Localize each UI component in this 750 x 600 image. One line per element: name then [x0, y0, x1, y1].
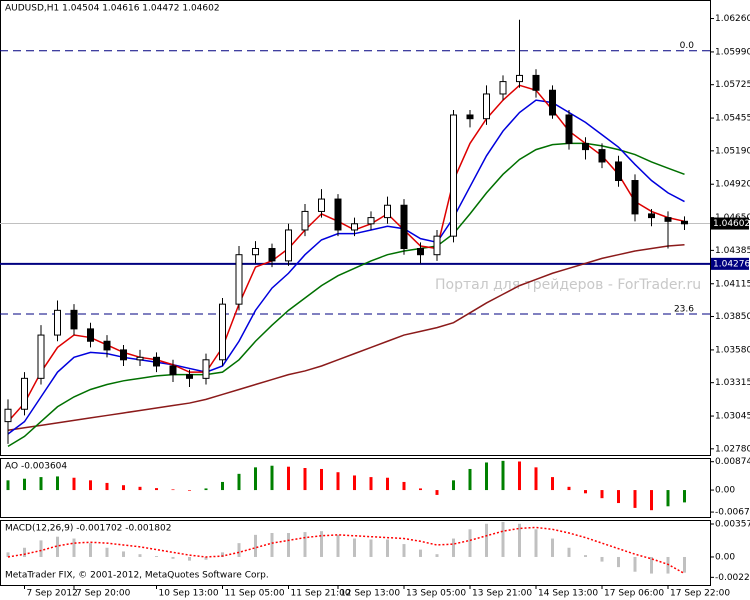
x-tick-label: 11 Sep 21:00	[291, 589, 351, 599]
candle-body	[648, 213, 655, 219]
x-tick-label: 10 Sep 13:00	[159, 589, 219, 599]
x-tick-label: 13 Sep 21:00	[472, 589, 532, 599]
candle-body	[384, 204, 391, 219]
candle-body	[681, 220, 688, 225]
candle-body	[87, 328, 94, 342]
x-tick-label: 12 Sep 13:00	[340, 589, 400, 599]
level-label: 0.0	[680, 41, 695, 51]
price-tag	[711, 217, 749, 230]
candle-body	[21, 377, 28, 410]
candle-body	[598, 149, 606, 163]
candle-body	[37, 334, 45, 379]
candle-body	[318, 198, 325, 212]
candle-body	[285, 229, 292, 262]
candle-body	[400, 204, 408, 250]
candle-body	[301, 210, 309, 231]
candle-body	[54, 309, 61, 336]
candle-body	[219, 303, 226, 361]
y-tick-label: 0.00	[715, 552, 735, 562]
candle-body	[516, 74, 523, 83]
y-tick-label: 1.02780	[715, 444, 750, 454]
x-tick-label: 13 Sep 05:00	[406, 589, 466, 599]
y-tick-label: 1.03315	[715, 378, 750, 388]
watermark: Портал для трейдеров - ForTrader.ru	[435, 277, 701, 293]
panel-frame	[0, 0, 711, 456]
price-tag	[711, 257, 749, 270]
y-tick-label: -0.00678	[715, 508, 750, 518]
y-tick-label: 1.05190	[715, 146, 750, 156]
y-tick-label: 1.06260	[715, 14, 750, 24]
moving-average	[7, 244, 685, 432]
panel-title: AUDUSD,H1 1.04504 1.04616 1.04472 1.0460…	[5, 4, 220, 14]
y-tick-label: -0.00221	[715, 573, 750, 583]
candle-body	[153, 356, 160, 367]
candle-body	[268, 248, 276, 262]
y-tick-label: 1.04115	[715, 279, 750, 289]
candle-body	[483, 93, 490, 120]
candle-body	[252, 248, 259, 256]
candle-body	[169, 365, 177, 376]
y-tick-label: 1.03580	[715, 345, 750, 355]
candle-body	[334, 198, 342, 231]
candle-body	[186, 374, 193, 379]
candle-body	[450, 114, 457, 237]
y-tick-label: 1.05990	[715, 47, 750, 57]
x-tick-label: 17 Sep 22:00	[670, 589, 730, 599]
x-tick-label: 7 Sep 2012	[27, 589, 78, 599]
candle-body	[417, 248, 424, 256]
candle-body	[367, 217, 375, 225]
candle-body	[466, 114, 474, 120]
panel-title: MACD(12,26,9) -0.001702 -0.001802	[5, 524, 171, 534]
y-tick-label: 1.05455	[715, 114, 750, 124]
candle-body	[136, 356, 144, 361]
candle-body	[351, 223, 358, 231]
candle-body	[103, 340, 111, 351]
candle-body	[4, 408, 12, 423]
candle-body	[615, 161, 622, 182]
candle-body	[70, 309, 78, 330]
y-tick-label: 1.03045	[715, 412, 750, 422]
y-tick-label: 1.04920	[715, 180, 750, 190]
y-tick-label: 0.00	[715, 486, 735, 496]
x-tick-label: 17 Sep 06:00	[604, 589, 664, 599]
panel-title: AO -0.003604	[5, 462, 67, 472]
candle-body	[202, 359, 210, 379]
level-label: 23.6	[674, 305, 694, 315]
candle-body	[565, 114, 573, 144]
y-tick-label: 0.003577	[715, 519, 750, 529]
candle-body	[549, 89, 556, 116]
y-tick-label: 1.04385	[715, 246, 750, 256]
candle-body	[582, 142, 589, 151]
y-tick-label: 0.008741	[715, 457, 750, 467]
candle-body	[532, 74, 540, 91]
x-tick-label: 7 Sep 20:00	[76, 589, 131, 599]
price-tag-label: 1.04276	[713, 259, 750, 269]
candle-body	[664, 217, 672, 222]
price-tag-label: 1.04602	[713, 219, 750, 229]
candle-body	[235, 254, 243, 305]
panel-frame	[0, 458, 711, 518]
candle-body	[433, 235, 441, 256]
y-tick-label: 1.05725	[715, 80, 750, 90]
panel-frame	[0, 520, 711, 586]
candle-body	[120, 349, 127, 361]
x-tick-label: 11 Sep 05:00	[225, 589, 285, 599]
footer: MetaTrader FIX, © 2001-2012, MetaQuotes …	[5, 571, 269, 581]
candle-body	[499, 81, 507, 95]
candle-body	[631, 180, 639, 215]
y-tick-label: 1.03850	[715, 312, 750, 322]
x-tick-label: 14 Sep 13:00	[538, 589, 598, 599]
